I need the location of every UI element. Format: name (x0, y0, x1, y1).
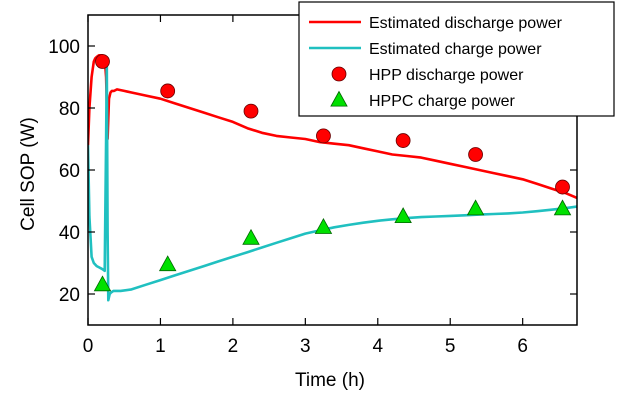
y-tick-label: 20 (59, 285, 80, 306)
y-tick-label: 60 (59, 161, 80, 182)
data-point (93, 275, 112, 292)
legend: Estimated discharge power Estimated charg… (298, 1, 615, 117)
x-tick-label: 4 (372, 336, 383, 357)
data-point (555, 179, 570, 195)
x-tick-label: 6 (517, 336, 528, 357)
data-point (158, 255, 177, 272)
data-point (243, 103, 259, 119)
data-point (394, 207, 412, 224)
data-point (468, 147, 483, 162)
x-tick-label: 0 (83, 336, 94, 357)
data-point (160, 83, 176, 99)
x-tick-label: 2 (228, 336, 239, 357)
legend-triangle-marker (330, 90, 348, 107)
data-point (553, 199, 572, 216)
data-point (316, 128, 331, 144)
data-point (395, 133, 411, 148)
y-tick-label: 40 (59, 223, 80, 244)
legend-circle-marker (331, 66, 347, 82)
data-point (95, 54, 110, 69)
y-axis-label: Cell SOP (W) (18, 117, 39, 231)
x-tick-label: 1 (155, 336, 166, 357)
y-tick-label: 100 (48, 37, 80, 58)
x-tick-label: 3 (300, 336, 311, 357)
legend-label: Estimated discharge power (369, 15, 563, 32)
legend-label: HPP discharge power (369, 67, 524, 84)
legend-label: Estimated charge power (369, 41, 542, 58)
data-point (242, 228, 260, 245)
legend-label: HPPC charge power (369, 93, 516, 110)
data-point (466, 199, 485, 216)
x-tick-label: 5 (445, 336, 456, 357)
y-tick-label: 80 (59, 99, 80, 120)
x-axis-label: Time (h) (295, 370, 365, 391)
series-line-1 (88, 60, 577, 302)
data-point (314, 218, 333, 234)
